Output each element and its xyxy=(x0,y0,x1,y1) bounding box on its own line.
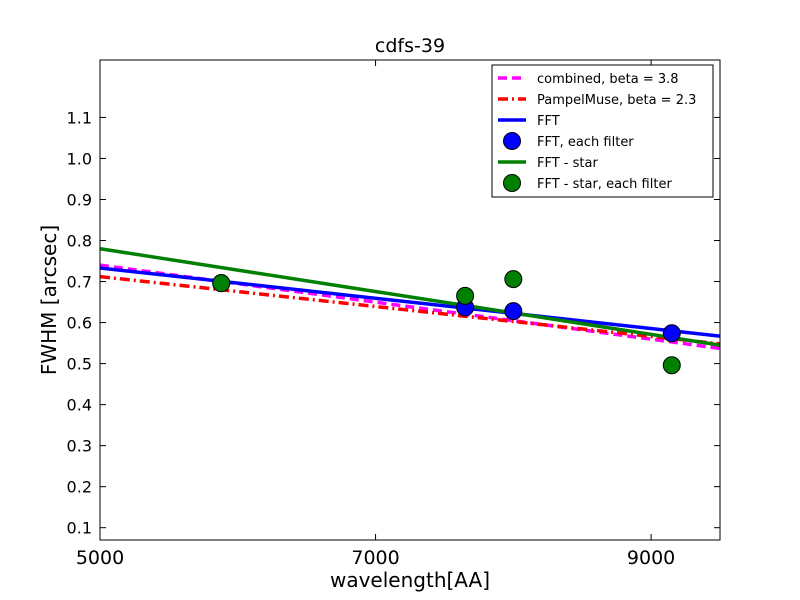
x-axis-label: wavelength[AA] xyxy=(330,568,490,592)
y-tick-label: 0.4 xyxy=(67,396,92,415)
series-point-3 xyxy=(662,324,681,343)
legend-label-1: PampelMuse, beta = 2.3 xyxy=(537,93,696,108)
series-point-3 xyxy=(504,302,523,321)
legend-label-4: FFT - star xyxy=(537,156,598,171)
legend-label-0: combined, beta = 3.8 xyxy=(537,72,679,87)
legend-label-5: FFT - star, each filter xyxy=(537,177,672,192)
y-tick-label: 0.3 xyxy=(67,437,92,456)
ticks-layer: 5000 7000 9000 0.1 0.2 0.3 0.4 0.5 0.6 0.7 0.8 0.9 1… xyxy=(67,60,720,569)
legend-marker-5 xyxy=(503,174,521,192)
series-point-5 xyxy=(212,274,231,293)
legend-label-2: FFT xyxy=(537,114,560,129)
legend-marker-3 xyxy=(503,132,521,150)
y-tick-label: 0.8 xyxy=(67,232,92,251)
plot-frame xyxy=(99,59,721,541)
series-line-2 xyxy=(100,266,720,338)
series-point-5 xyxy=(504,270,523,289)
x-tick-label: 5000 xyxy=(76,547,124,569)
y-axis-label: FWHM [arcsec] xyxy=(37,225,61,375)
x-tick-label: 9000 xyxy=(627,547,675,569)
y-tick-label: 0.7 xyxy=(67,273,92,292)
legend: combined, beta = 3.8 PampelMuse, beta = 2… xyxy=(491,64,714,198)
y-tick-label: 0.1 xyxy=(67,519,92,538)
legend-label-3: FFT, each filter xyxy=(537,135,634,150)
series-layer xyxy=(100,246,720,375)
chart-title: cdfs-39 xyxy=(375,35,445,57)
series-line-4 xyxy=(100,246,720,347)
series-line-1 xyxy=(100,274,720,346)
x-tick-label: 7000 xyxy=(351,547,399,569)
y-tick-label: 0.6 xyxy=(67,314,92,333)
y-tick-label: 1.0 xyxy=(67,149,92,168)
legend-box xyxy=(491,64,714,198)
series-point-5 xyxy=(456,286,475,305)
y-tick-label: 0.5 xyxy=(67,355,92,374)
series-point-5 xyxy=(662,356,681,375)
y-tick-label: 0.2 xyxy=(67,478,92,497)
y-tick-label: 1.1 xyxy=(67,108,92,127)
y-tick-label: 0.9 xyxy=(67,190,92,209)
